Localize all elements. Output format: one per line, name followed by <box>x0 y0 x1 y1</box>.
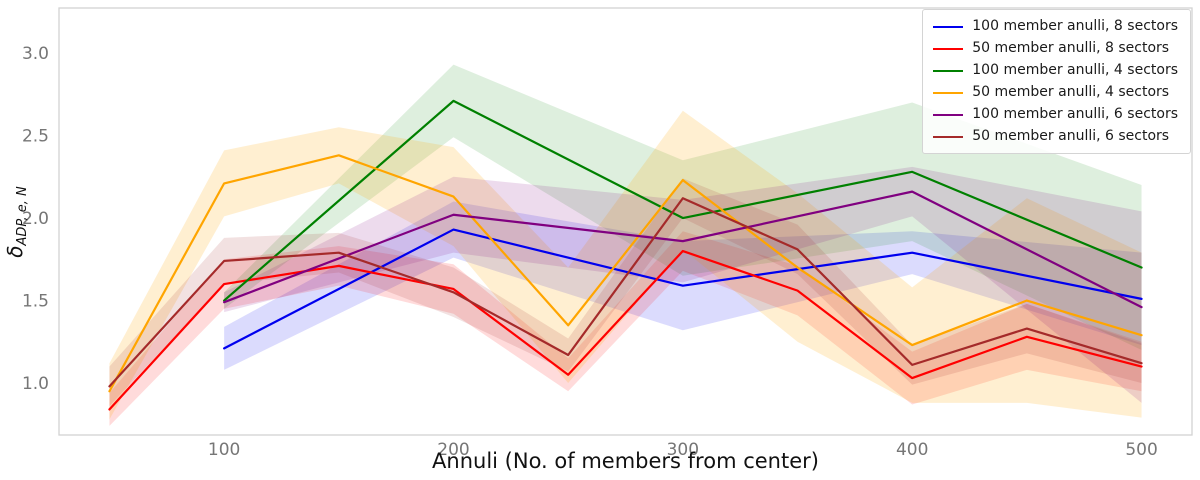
legend-label: 50 member anulli, 8 sectors <box>972 40 1170 56</box>
x-tick-label: 100 <box>208 440 240 460</box>
series-line-3 <box>108 154 1143 393</box>
x-tick-label: 400 <box>896 440 928 460</box>
y-tick-label: 2.0 <box>22 209 49 229</box>
x-tick-label: 200 <box>437 440 469 460</box>
series-line-1 <box>108 249 1143 411</box>
legend-line-sample <box>933 25 964 28</box>
confidence-band-4 <box>224 166 1142 403</box>
confidence-band-3 <box>109 110 1142 420</box>
legend-entry: 50 member anulli, 6 sectors <box>933 127 1178 146</box>
series-line-4 <box>223 190 1143 309</box>
legend-entry: 50 member anulli, 4 sectors <box>933 83 1178 102</box>
legend-line-sample <box>933 135 964 138</box>
series-line-0 <box>223 228 1143 350</box>
legend-label: 100 member anulli, 4 sectors <box>972 62 1178 78</box>
legend-label: 100 member anulli, 6 sectors <box>972 106 1178 122</box>
y-tick-label: 3.0 <box>22 44 49 64</box>
x-axis-label: Annuli (No. of members from center) <box>432 449 819 473</box>
legend-line-sample <box>933 113 964 116</box>
confidence-band-1 <box>109 231 1142 426</box>
legend-entry: 100 member anulli, 6 sectors <box>933 105 1178 124</box>
legend-entry: 100 member anulli, 8 sectors <box>933 17 1178 36</box>
legend-line-sample <box>933 91 964 94</box>
y-tick-label: 1.0 <box>22 374 49 394</box>
x-tick-label: 500 <box>1125 440 1157 460</box>
y-tick-label: 2.5 <box>22 127 49 147</box>
legend: 100 member anulli, 8 sectors 50 member an… <box>922 9 1191 154</box>
y-axis-label: δADP, e, N <box>3 186 30 258</box>
legend-entry: 100 member anulli, 4 sectors <box>933 61 1178 80</box>
legend-entry: 50 member anulli, 8 sectors <box>933 39 1178 58</box>
series-line-2 <box>223 99 1143 302</box>
legend-line-sample <box>933 47 964 50</box>
y-tick-label: 1.5 <box>22 292 49 312</box>
x-tick-label: 300 <box>667 440 699 460</box>
legend-label: 100 member anulli, 8 sectors <box>972 18 1178 34</box>
confidence-band-2 <box>224 64 1142 351</box>
legend-line-sample <box>933 69 964 72</box>
confidence-band-5 <box>109 178 1142 407</box>
series-line-5 <box>108 197 1143 388</box>
plot-border <box>58 7 1193 436</box>
legend-label: 50 member anulli, 6 sectors <box>972 128 1170 144</box>
legend-label: 50 member anulli, 4 sectors <box>972 84 1170 100</box>
